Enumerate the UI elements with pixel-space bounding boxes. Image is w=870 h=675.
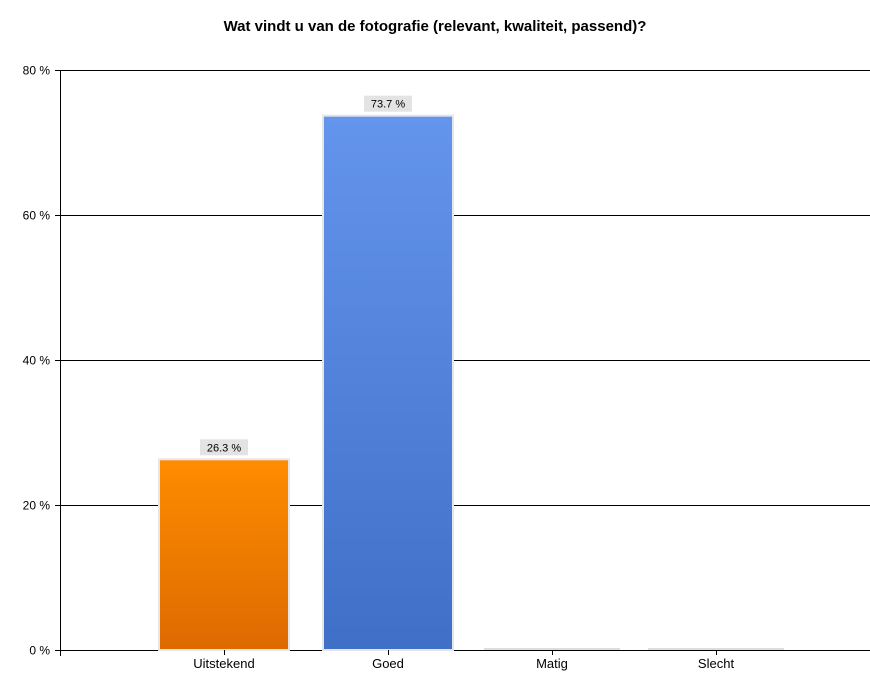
bar xyxy=(158,458,290,652)
data-label: 26.3 % xyxy=(207,442,241,454)
data-label: 73.7 % xyxy=(371,99,405,111)
bar xyxy=(322,114,454,652)
x-tick-label: Slecht xyxy=(698,656,735,671)
y-tick-label: 80 % xyxy=(23,64,51,78)
x-tick-label: Matig xyxy=(536,656,568,671)
chart-title: Wat vindt u van de fotografie (relevant,… xyxy=(223,18,647,35)
x-tick-label: Uitstekend xyxy=(193,656,254,671)
y-tick-label: 0 % xyxy=(29,644,50,658)
x-tick-label: Goed xyxy=(372,656,404,671)
data-label-box xyxy=(364,95,412,112)
y-tick-label: 40 % xyxy=(23,354,51,368)
data-label-box xyxy=(200,439,248,456)
y-tick-label: 60 % xyxy=(23,209,51,223)
y-tick-label: 20 % xyxy=(23,499,51,513)
